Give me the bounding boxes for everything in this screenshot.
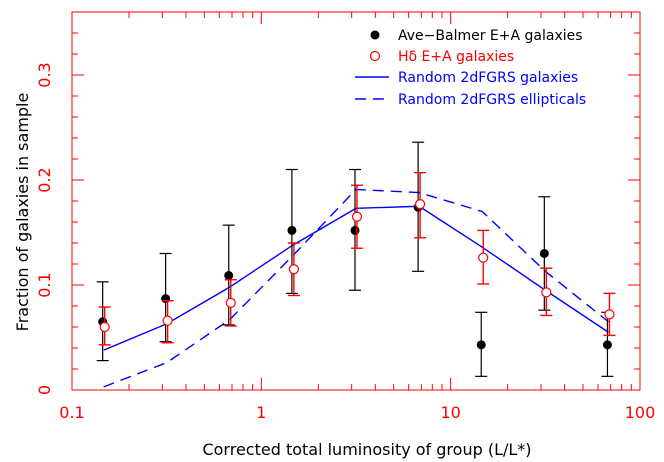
y-tick-label: 0.2 (35, 167, 54, 192)
ave-balmer-point (602, 340, 612, 350)
random-ellipticals-line (103, 188, 609, 388)
random-galaxies-line (103, 205, 609, 351)
y-tick-label: 0.3 (35, 62, 54, 87)
hdelta-point (541, 287, 552, 298)
ave-balmer-point (476, 340, 486, 350)
x-tick-label: 1 (256, 403, 266, 422)
x-tick-label: 0.1 (59, 403, 84, 422)
series-points (96, 141, 616, 377)
random-ellipticals-legend-label: Random 2dFGRS ellipticals (398, 92, 586, 108)
hdelta-point (162, 315, 173, 326)
hdelta-point (288, 264, 300, 275)
x-tick-label: 10 (440, 403, 460, 422)
plot-frame (71, 11, 641, 391)
ave-balmer-point (224, 271, 234, 281)
ave-balmer-point (287, 225, 297, 235)
y-tick-label: 0.1 (35, 272, 54, 297)
hdelta-point (351, 211, 363, 222)
legend: Ave−Balmer E+A galaxies Hδ E+A galaxies Ra… (355, 28, 586, 108)
ave-balmer-legend-label: Ave−Balmer E+A galaxies (398, 28, 583, 44)
y-axis-label: Fraction of galaxies in sample (13, 93, 32, 332)
x-tick-label: 100 (625, 403, 656, 422)
hdelta-legend-label: Hδ E+A galaxies (398, 49, 514, 65)
tick-labels: 0.1 1 10 100 0 0.1 0.2 0.3 (35, 62, 655, 422)
hdelta-point (99, 321, 110, 333)
y-tick-label: 0 (35, 385, 54, 395)
x-axis-label: Corrected total luminosity of group (L/L… (202, 440, 531, 459)
ave-balmer-legend-swatch (370, 30, 380, 40)
hdelta-point (478, 252, 489, 263)
random-galaxies-legend-label: Random 2dFGRS galaxies (398, 70, 578, 86)
ave-balmer-point (539, 249, 549, 258)
hdelta-point (415, 199, 426, 210)
ave-balmer-point (350, 225, 360, 235)
hdelta-point (225, 297, 236, 308)
ave-balmer-point (161, 294, 171, 304)
hdelta-legend-swatch (369, 50, 381, 62)
hdelta-point (604, 309, 615, 320)
series-lines (103, 188, 609, 388)
